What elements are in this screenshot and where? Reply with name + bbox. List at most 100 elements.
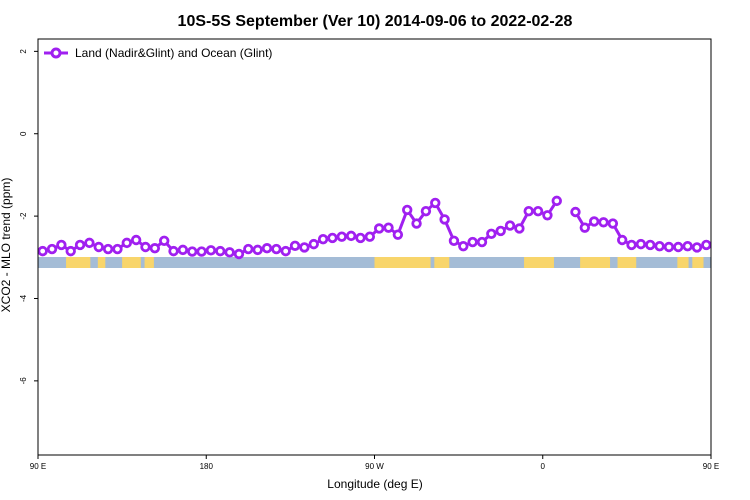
y-tick-label: -4 xyxy=(19,294,28,302)
data-point xyxy=(261,243,273,254)
data-point xyxy=(280,245,291,257)
land-patch xyxy=(97,257,106,268)
data-point xyxy=(486,228,497,240)
land-patch xyxy=(144,257,154,268)
data-point xyxy=(336,231,347,242)
data-point xyxy=(149,243,161,254)
data-point xyxy=(74,239,86,251)
data-point xyxy=(345,230,357,242)
data-point xyxy=(121,237,132,249)
data-point xyxy=(187,246,198,257)
data-point xyxy=(130,234,142,246)
data-point xyxy=(252,244,263,256)
y-tick-label: -2 xyxy=(19,212,28,220)
data-point xyxy=(84,237,95,249)
x-tick-label: 90 E xyxy=(703,462,719,471)
legend: Land (Nadir&Glint) and Ocean (Glint) xyxy=(44,46,272,60)
data-point xyxy=(514,223,525,234)
data-point xyxy=(102,243,114,255)
data-point xyxy=(271,243,282,255)
data-point xyxy=(495,225,506,237)
x-tick-label: 0 xyxy=(541,462,546,471)
data-point xyxy=(168,245,179,257)
data-point xyxy=(570,206,581,218)
data-point xyxy=(205,245,217,256)
data-point xyxy=(504,220,516,231)
data-point xyxy=(663,241,675,253)
data-point xyxy=(523,205,534,217)
y-axis: 2 0 -2 -4 -6 xyxy=(19,49,38,385)
y-tick-label: -6 xyxy=(19,377,28,385)
data-point xyxy=(158,235,170,247)
x-axis-title: Longitude (deg E) xyxy=(327,477,422,491)
data-point xyxy=(448,235,460,247)
legend-marker xyxy=(50,47,62,59)
land-patch xyxy=(617,257,637,268)
data-point xyxy=(37,245,48,257)
data-point xyxy=(177,244,189,256)
y-tick-label: 0 xyxy=(19,131,28,136)
land-patch xyxy=(66,257,91,268)
data-point xyxy=(327,232,338,244)
data-point xyxy=(626,239,637,251)
x-tick-label: 90 W xyxy=(365,462,384,471)
data-point xyxy=(420,205,432,217)
data-point xyxy=(364,231,376,242)
data-point xyxy=(289,240,301,251)
data-point xyxy=(532,205,544,217)
data-point xyxy=(542,210,553,221)
chart-title: 10S-5S September (Ver 10) 2014-09-06 to … xyxy=(178,13,573,30)
land-patch xyxy=(524,257,554,268)
data-point xyxy=(476,236,488,248)
data-point xyxy=(196,246,207,257)
x-axis: 90 E 180 90 W 0 90 E xyxy=(30,455,719,471)
data-point xyxy=(645,239,656,251)
data-point xyxy=(65,245,76,257)
data-point xyxy=(551,195,562,207)
data-point xyxy=(93,241,104,253)
data-point xyxy=(458,240,469,252)
x-tick-label: 90 E xyxy=(30,462,46,471)
data-point xyxy=(588,216,600,227)
land-patch xyxy=(122,257,141,268)
data-point xyxy=(392,229,404,240)
data-point xyxy=(598,217,609,228)
land-patch xyxy=(374,257,431,268)
data-point xyxy=(467,236,478,248)
data-point xyxy=(355,232,366,244)
land-patch xyxy=(692,257,704,268)
legend-label: Land (Nadir&Glint) and Ocean (Glint) xyxy=(75,46,272,60)
data-point xyxy=(673,241,684,253)
data-point xyxy=(215,245,226,257)
data-point xyxy=(243,243,254,255)
data-point xyxy=(430,197,441,209)
data-point xyxy=(439,214,450,225)
data-point xyxy=(46,243,58,255)
data-point xyxy=(224,247,235,258)
data-point xyxy=(635,238,647,250)
data-point xyxy=(411,218,422,229)
data-point xyxy=(383,222,394,233)
data-point xyxy=(617,234,628,246)
land-patch xyxy=(580,257,611,268)
data-point xyxy=(299,242,310,253)
y-tick-label: 2 xyxy=(19,49,28,54)
data-point xyxy=(112,243,123,255)
data-point xyxy=(654,240,665,252)
data-point xyxy=(579,222,591,233)
data-point xyxy=(140,241,151,253)
data-point xyxy=(308,238,319,250)
data-point xyxy=(373,223,385,234)
land-ocean-strip xyxy=(38,257,711,268)
data-point xyxy=(56,239,67,251)
data-point xyxy=(233,248,245,260)
x-tick-label: 180 xyxy=(200,462,214,471)
plot-frame xyxy=(37,38,712,456)
data-point xyxy=(682,240,693,252)
data-point xyxy=(317,233,329,245)
series-line xyxy=(37,195,712,260)
y-axis-title: XCO2 - MLO trend (ppm) xyxy=(0,178,13,313)
data-point xyxy=(607,218,619,229)
land-patch xyxy=(434,257,450,268)
